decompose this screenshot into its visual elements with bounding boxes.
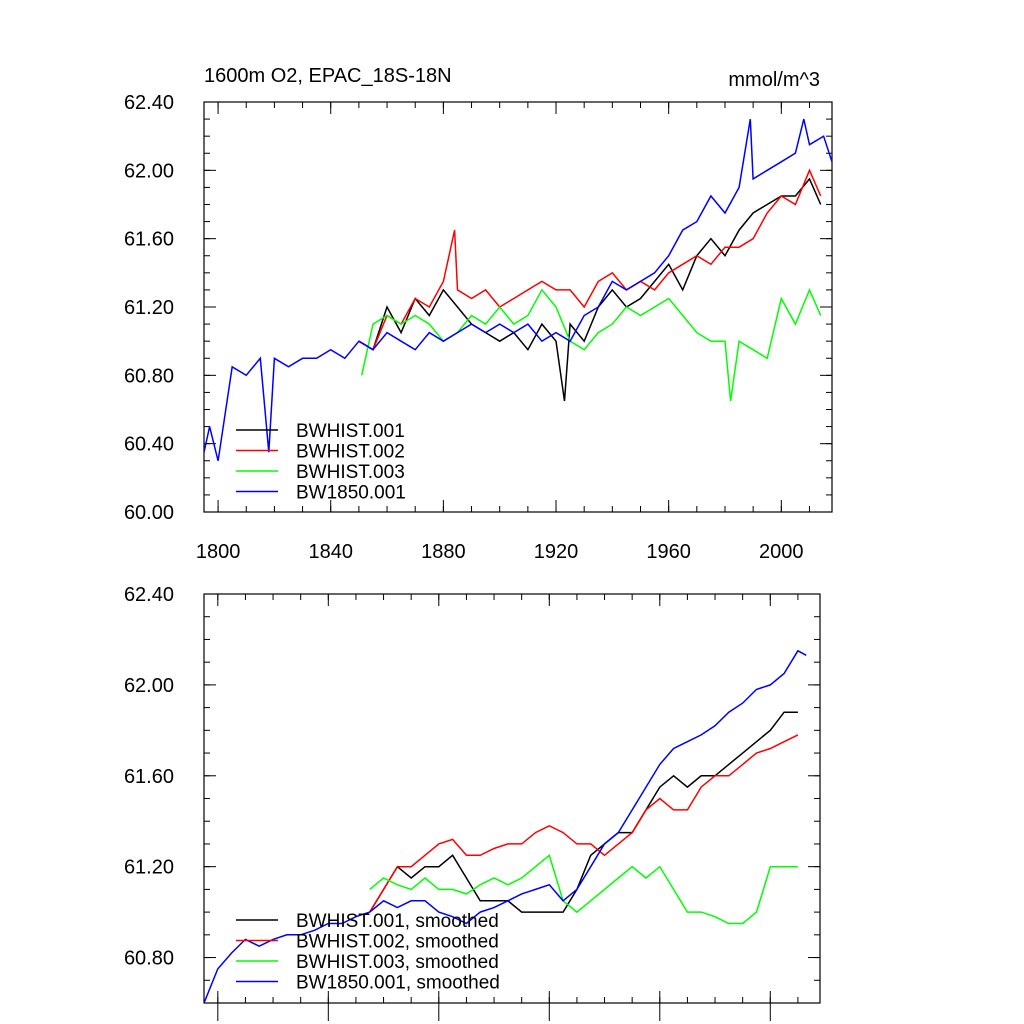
y-tick-label: 62.00 xyxy=(124,160,174,182)
y-tick-label: 61.20 xyxy=(124,857,174,879)
legend-label: BWHIST.001, smoothed xyxy=(296,911,499,932)
y-tick-label: 60.80 xyxy=(124,948,174,970)
y-tick-label: 62.00 xyxy=(124,675,174,697)
series-line-bwhist-003-smoothed xyxy=(369,854,798,925)
y-tick-label: 61.60 xyxy=(124,229,174,251)
series-line-bwhist-003 xyxy=(360,287,822,402)
x-tick-label: 1840 xyxy=(308,541,353,563)
legend-label: BWHIST.001 xyxy=(296,421,405,442)
x-tick-label: 1880 xyxy=(421,541,466,563)
x-tick-label: 1920 xyxy=(534,541,579,563)
y-tick-label: 61.20 xyxy=(124,297,174,319)
y-tick-label: 60.40 xyxy=(124,434,174,456)
series-line-bw1850-001 xyxy=(204,118,832,461)
series-line-bwhist-001 xyxy=(358,177,822,402)
top-panel: 1600m O2, EPAC_18S-18N mmol/m^3 60.00 60.… xyxy=(124,65,833,563)
chart-title: 1600m O2, EPAC_18S-18N xyxy=(204,65,452,87)
units-label: mmol/m^3 xyxy=(728,69,820,91)
y-tick-label: 61.60 xyxy=(124,766,174,788)
series-line-bw1850-001-smoothed xyxy=(204,649,807,1003)
legend-label: BWHIST.003, smoothed xyxy=(296,952,499,973)
legend-label: BWHIST.002, smoothed xyxy=(296,932,499,953)
series-line-bwhist-001-smoothed xyxy=(369,711,798,913)
x-tick-label: 1960 xyxy=(646,541,691,563)
legend-label: BWHIST.002 xyxy=(296,442,405,463)
legend-label: BWHIST.003 xyxy=(296,462,405,483)
x-tick-label: 1800 xyxy=(196,541,241,563)
x-tick-label: 2000 xyxy=(759,541,804,563)
y-tick-label: 62.40 xyxy=(124,92,174,114)
y-tick-label: 60.80 xyxy=(124,365,174,387)
series-line-bwhist-002 xyxy=(358,168,822,351)
legend-label: BW1850.001, smoothed xyxy=(296,973,500,994)
series-line-bwhist-002-smoothed xyxy=(369,734,799,913)
bottom-panel: 60.80 61.20 61.60 62.00 62.40 BWHIST.001, smo… xyxy=(124,584,821,1021)
legend-label: BW1850.001 xyxy=(296,483,406,504)
y-tick-label: 62.40 xyxy=(124,584,174,606)
y-tick-label: 60.00 xyxy=(124,502,174,524)
